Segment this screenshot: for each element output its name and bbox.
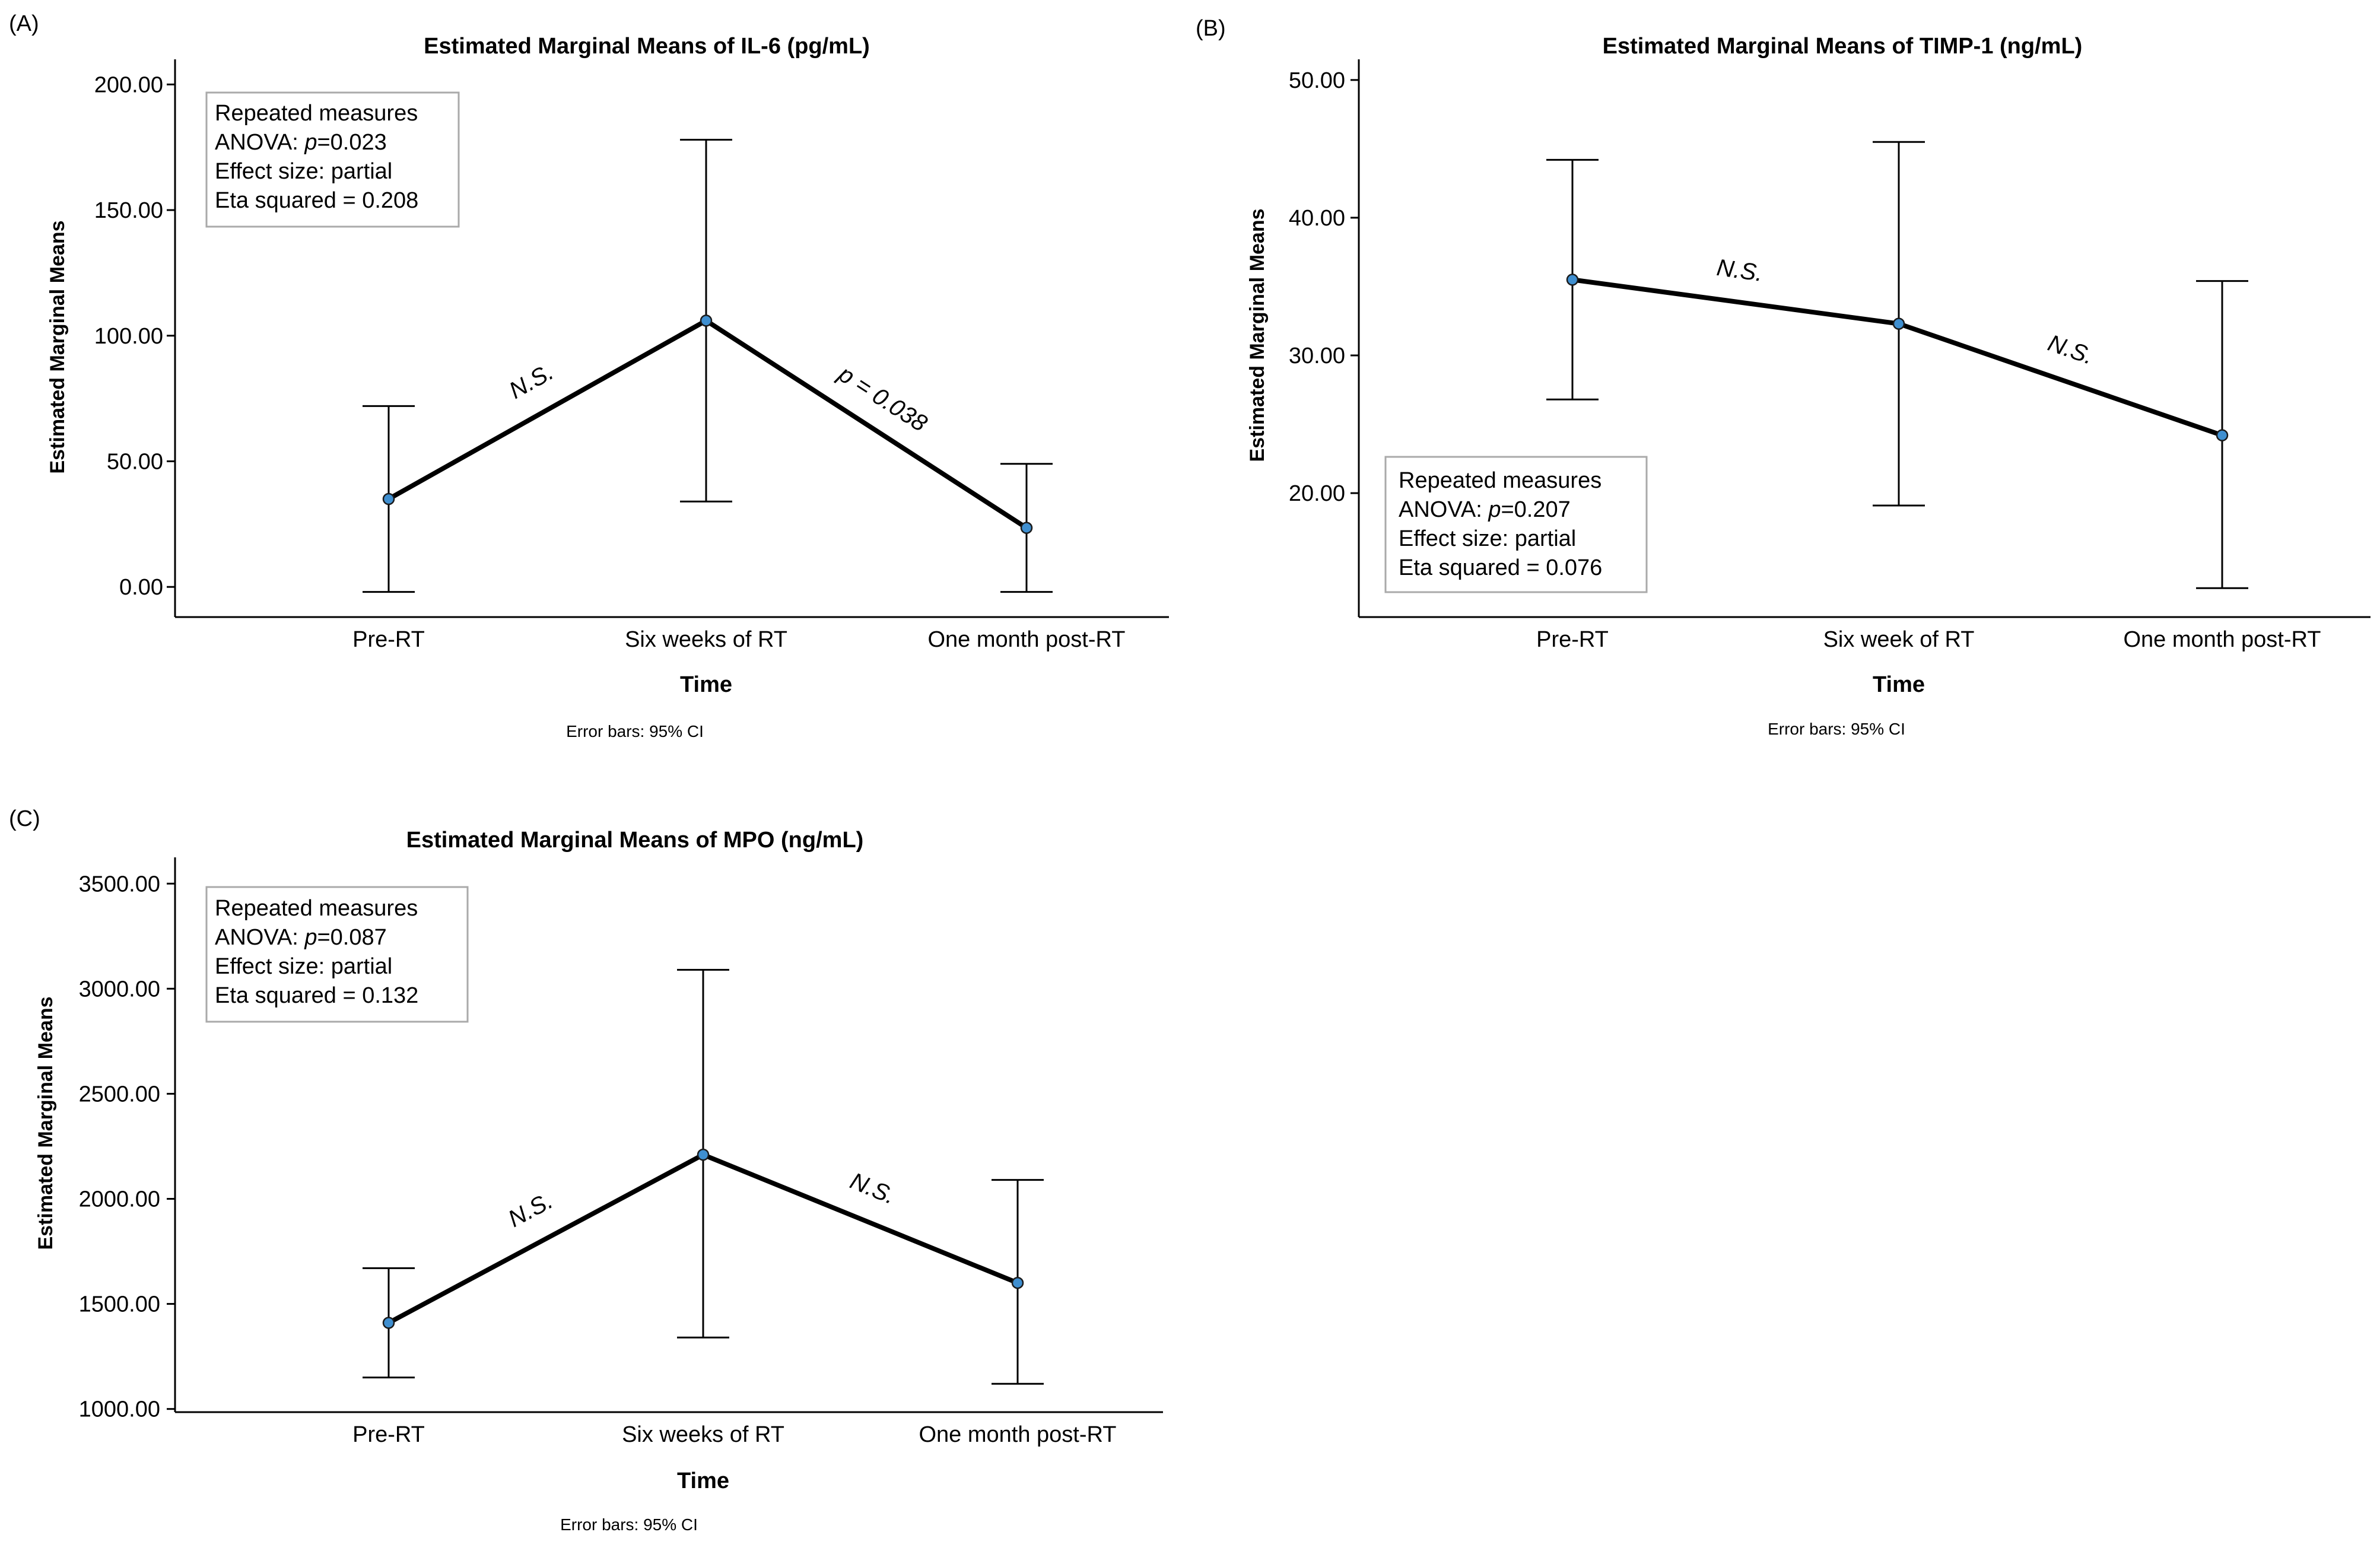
y-tick-label: 50.00 (107, 449, 163, 474)
y-axis-label: Estimated Marginal Means (34, 996, 57, 1250)
chart-title: Estimated Marginal Means of IL-6 (pg/mL) (424, 34, 870, 59)
segment-label: N.S. (504, 1188, 557, 1232)
y-tick-label: 3500.00 (79, 872, 160, 897)
stats-line-3: Effect size: partial (1399, 526, 1576, 551)
stats-line-3: Effect size: partial (215, 954, 392, 979)
segment-label: N.S. (846, 1168, 899, 1209)
data-point (382, 492, 395, 506)
data-point (697, 1148, 710, 1161)
stats-box: Repeated measures ANOVA: p=0.207 Effect … (1384, 456, 1648, 593)
y-tick-label: 1000.00 (79, 1397, 160, 1422)
x-tick-label: One month post-RT (927, 627, 1125, 652)
y-tick-label: 0.00 (119, 575, 163, 600)
stats-line-2: ANOVA: p=0.087 (215, 925, 387, 950)
chart-title: Estimated Marginal Means of MPO (ng/mL) (406, 828, 864, 853)
chart-a-svg: (A) Estimated Marginal Means of IL-6 (pg… (9, 11, 1169, 740)
y-tick-label: 40.00 (1289, 206, 1345, 231)
data-point (1892, 317, 1905, 330)
footnote: Error bars: 95% CI (566, 722, 704, 740)
stats-box-frame (1384, 456, 1648, 593)
segment-label: N.S. (2045, 330, 2097, 370)
stats-line-2: ANOVA: p=0.207 (1399, 497, 1571, 522)
chart-panel-c: (C) Estimated Marginal Means of MPO (ng/… (0, 795, 1187, 1548)
stats-line-4: Eta squared = 0.076 (1399, 555, 1602, 580)
x-tick-label: Six weeks of RT (625, 627, 787, 652)
stats-line-1: Repeated measures (1399, 468, 1602, 493)
y-tick-label: 50.00 (1289, 68, 1345, 93)
footnote: Error bars: 95% CI (1768, 720, 1905, 738)
stats-box-frame (205, 886, 469, 1023)
chart-panel-a: (A) Estimated Marginal Means of IL-6 (pg… (0, 0, 1187, 774)
stats-box-frame (205, 91, 460, 228)
stats-line-4: Eta squared = 0.132 (215, 983, 418, 1008)
stats-line-1: Repeated measures (215, 896, 418, 921)
chart-panel-b: (B) Estimated Marginal Means of TIMP-1 (… (1190, 0, 2376, 774)
panel-label: (B) (1196, 16, 1226, 41)
segment-label: N.S. (1715, 255, 1765, 287)
y-tick-label: 1500.00 (79, 1292, 160, 1317)
chart-title: Estimated Marginal Means of TIMP-1 (ng/m… (1603, 34, 2083, 59)
y-tick-label: 2500.00 (79, 1082, 160, 1107)
chart-c-svg: (C) Estimated Marginal Means of MPO (ng/… (9, 806, 1163, 1534)
x-tick-label: One month post-RT (919, 1422, 1116, 1447)
y-tick-label: 2000.00 (79, 1187, 160, 1212)
x-tick-label: Pre-RT (352, 1422, 425, 1447)
x-tick-label: Six week of RT (1823, 627, 1975, 652)
y-tick-label: 30.00 (1289, 344, 1345, 368)
mean-line (1572, 277, 2223, 438)
stats-box: Repeated measures ANOVA: p=0.087 Effect … (205, 886, 469, 1023)
y-tick-label: 3000.00 (79, 977, 160, 1002)
segment-label: N.S. (505, 358, 558, 403)
x-tick-label: One month post-RT (2123, 627, 2321, 652)
x-axis-label: Time (680, 672, 732, 697)
y-tick-label: 100.00 (94, 324, 163, 349)
x-tick-label: Six weeks of RT (622, 1422, 784, 1447)
y-axis-label: Estimated Marginal Means (1246, 208, 1269, 462)
stats-line-3: Effect size: partial (215, 159, 392, 184)
data-point (1566, 274, 1579, 286)
data-point (1020, 522, 1033, 534)
data-point (700, 314, 713, 327)
stats-line-4: Eta squared = 0.208 (215, 188, 418, 213)
y-tick-label: 150.00 (94, 198, 163, 223)
chart-b-svg: (B) Estimated Marginal Means of TIMP-1 (… (1196, 16, 2371, 738)
data-point (382, 1317, 395, 1329)
x-tick-label: Pre-RT (352, 627, 425, 652)
stats-box: Repeated measures ANOVA: p=0.023 Effect … (205, 91, 460, 228)
x-tick-label: Pre-RT (1536, 627, 1609, 652)
stats-line-2: ANOVA: p=0.023 (215, 130, 387, 155)
panel-label: (C) (9, 806, 40, 831)
segment-label: p = 0.038 (833, 361, 932, 437)
y-tick-label: 20.00 (1289, 481, 1345, 506)
stats-line-1: Repeated measures (215, 101, 418, 126)
footnote: Error bars: 95% CI (560, 1515, 698, 1534)
y-axis-label: Estimated Marginal Means (46, 220, 69, 473)
x-axis-label: Time (677, 1468, 729, 1493)
data-point (2216, 429, 2229, 441)
mean-line (387, 318, 1028, 530)
data-point (1011, 1276, 1024, 1289)
panel-label: (A) (9, 11, 39, 36)
y-tick-label: 200.00 (94, 72, 163, 97)
x-axis-label: Time (1873, 672, 1925, 697)
